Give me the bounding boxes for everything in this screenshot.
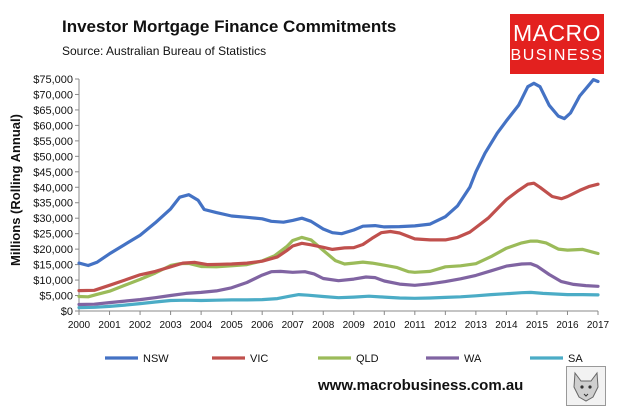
x-tick-label: 2000: [68, 320, 91, 331]
x-tick-label: 2016: [556, 320, 579, 331]
x-tick-label: 2009: [343, 320, 366, 331]
x-tick-label: 2011: [404, 320, 426, 331]
series-line-sa: [77, 290, 600, 310]
chart-title: Investor Mortgage Finance Commitments: [62, 17, 397, 36]
y-tick-label: $25,000: [33, 229, 73, 241]
x-axis-tick-labels: 2000 2001 2002 2003 2004 2005 2006 2007 2008 2009…: [68, 320, 610, 331]
y-tick-label: $0: [61, 306, 73, 318]
y-tick-label: $35,000: [33, 198, 73, 210]
y-axis-tick-labels: $0 $5,000 $10,000 $15,000 $20,000 $25,000 $30,…: [33, 74, 73, 318]
y-tick-label: $65,000: [33, 105, 73, 117]
legend-label-sa: SA: [568, 353, 583, 365]
x-tick-label: 2005: [221, 320, 244, 331]
footer-url[interactable]: www.macrobusiness.com.au: [318, 377, 524, 394]
y-tick-label: $50,000: [33, 151, 73, 163]
wolf-icon: [566, 366, 606, 406]
x-tick-label: 2010: [373, 320, 396, 331]
y-tick-label: $30,000: [33, 213, 73, 225]
series-line-qld: [77, 235, 600, 299]
series-line-wa: [77, 262, 600, 307]
chart-legend: NSW VIC QLD WA SA: [105, 353, 583, 365]
macrobusiness-logo[interactable]: MACRO BUSINESS: [510, 14, 604, 74]
y-tick-label: $45,000: [33, 167, 73, 179]
y-tick-label: $60,000: [33, 120, 73, 132]
logo-line-2: BUSINESS: [510, 47, 604, 64]
x-tick-label: 2013: [465, 320, 488, 331]
x-tick-label: 2003: [159, 320, 182, 331]
chart-subtitle: Source: Australian Bureau of Statistics: [62, 44, 267, 58]
y-axis-title: Millions (Rolling Annual): [8, 114, 23, 266]
x-tick-label: 2006: [251, 320, 274, 331]
chart-axes: [75, 78, 599, 315]
y-tick-label: $55,000: [33, 136, 73, 148]
logo-line-1: MACRO: [512, 20, 602, 46]
series-line-nsw: [77, 78, 600, 268]
chart-series: [77, 78, 600, 310]
x-tick-label: 2001: [98, 320, 121, 331]
y-tick-label: $20,000: [33, 244, 73, 256]
x-tick-label: 2017: [587, 320, 610, 331]
legend-label-nsw: NSW: [143, 353, 169, 365]
legend-label-vic: VIC: [250, 353, 268, 365]
x-tick-label: 2007: [282, 320, 305, 331]
x-tick-label: 2012: [434, 320, 457, 331]
legend-label-qld: QLD: [356, 353, 379, 365]
series-line-vic: [77, 181, 600, 293]
x-tick-label: 2002: [129, 320, 152, 331]
x-tick-label: 2015: [526, 320, 549, 331]
y-tick-label: $5,000: [39, 291, 73, 303]
y-tick-label: $70,000: [33, 89, 73, 101]
y-tick-label: $40,000: [33, 182, 73, 194]
x-tick-label: 2014: [495, 320, 518, 331]
x-tick-label: 2004: [190, 320, 213, 331]
x-tick-label: 2008: [312, 320, 335, 331]
legend-label-wa: WA: [464, 353, 482, 365]
y-tick-label: $15,000: [33, 260, 73, 272]
y-tick-label: $10,000: [33, 275, 73, 287]
y-tick-label: $75,000: [33, 74, 73, 86]
